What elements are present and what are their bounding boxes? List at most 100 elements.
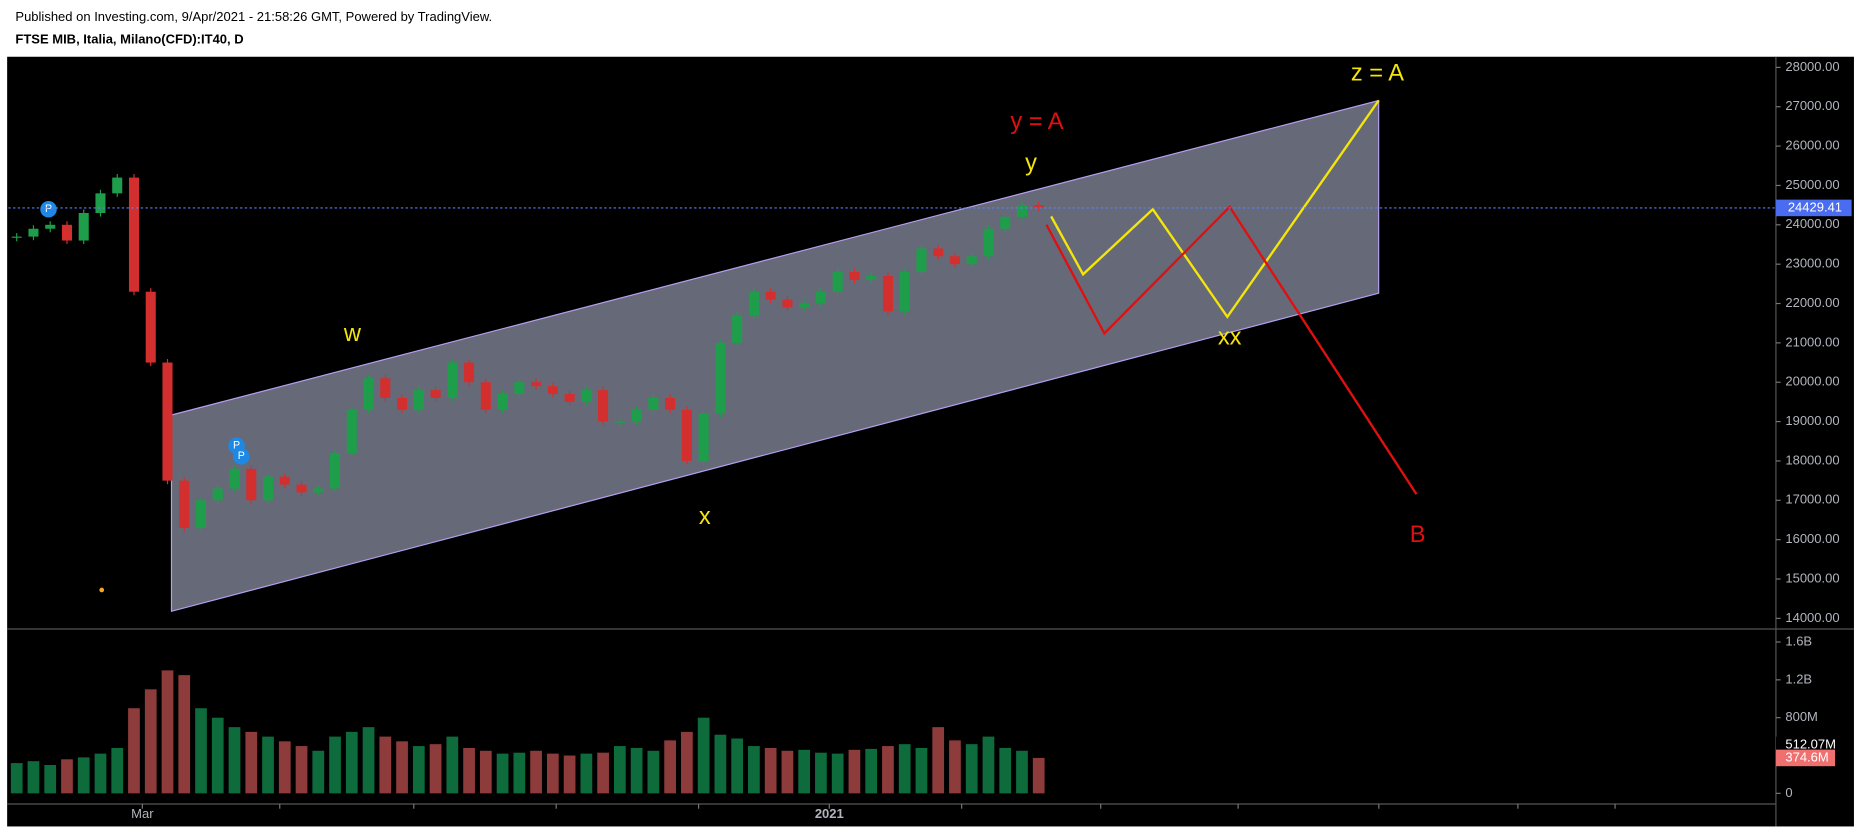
candle-body (11, 236, 22, 238)
volume-bar (764, 747, 777, 794)
candle-body (497, 394, 508, 410)
volume-bar (94, 753, 107, 794)
candle-body (531, 382, 542, 387)
candle-body (61, 224, 72, 241)
y-tick-label: 16000.00 (1785, 531, 1839, 546)
candle-body (95, 193, 106, 214)
candle-body (899, 272, 910, 312)
candle-body (966, 256, 977, 265)
candle-body (1016, 205, 1027, 217)
y-tick-label: 28000.00 (1785, 59, 1839, 74)
candle-body (380, 378, 391, 398)
last-volume-box (1775, 749, 1836, 767)
volume-bar (262, 736, 274, 794)
volume-bar (178, 675, 191, 794)
candle-body (229, 468, 240, 489)
candle-body (748, 291, 759, 316)
y-tick-label: 17000.00 (1785, 492, 1839, 507)
candle-body (698, 413, 709, 461)
volume-bar (312, 750, 325, 794)
candle-body (732, 315, 743, 343)
y-tick-label: 15000.00 (1785, 570, 1839, 585)
volume-bar (999, 747, 1012, 794)
candle-body (45, 224, 56, 229)
volume-bar (681, 731, 693, 794)
volume-bar (580, 753, 593, 794)
candle-body (983, 228, 994, 257)
candle-body (179, 480, 190, 528)
volume-bar (446, 736, 459, 794)
volume-bar (329, 736, 341, 794)
candle-body (145, 291, 156, 363)
wave-label: xx (1218, 324, 1242, 350)
candle-body (849, 272, 860, 280)
volume-bar (798, 749, 811, 794)
volume-bar (965, 744, 978, 794)
volume-bar (748, 746, 760, 794)
candle-body (799, 303, 810, 308)
candle-body (949, 256, 960, 265)
volume-bar (630, 747, 643, 794)
candle-body (262, 476, 274, 501)
event-marker[interactable] (232, 448, 250, 465)
volume-bar (1016, 750, 1028, 794)
candle-body (346, 409, 357, 454)
last-volume-label: 374.6M (1785, 749, 1828, 764)
candle-body (447, 362, 458, 398)
y-tick-label: 18000.00 (1785, 452, 1839, 467)
candle-body (363, 378, 374, 410)
volume-bar (513, 752, 526, 794)
x-tick-label: Mar (131, 806, 154, 821)
volume-bar (195, 708, 207, 794)
publish-line: Published on Investing.com, 9/Apr/2021 -… (15, 9, 492, 24)
candle-body (162, 362, 173, 481)
volume-bar (111, 747, 124, 794)
candle-body (1000, 216, 1011, 229)
candle-body (832, 272, 843, 292)
volume-tick-label: 0 (1785, 785, 1792, 800)
volume-ma-label: 512.07M (1785, 736, 1836, 751)
volume-bar (1032, 757, 1045, 794)
candle-body (195, 500, 207, 528)
candle-body (279, 476, 290, 485)
candle-body (665, 397, 676, 410)
candle-body (313, 488, 324, 493)
y-tick-label: 20000.00 (1785, 374, 1839, 389)
volume-tick-label: 1.2B (1785, 671, 1812, 686)
candle-body (564, 394, 575, 402)
volume-bar (496, 753, 509, 794)
volume-tick-label: 800M (1785, 709, 1818, 724)
candle-body (128, 177, 140, 292)
volume-bar (77, 757, 90, 794)
candle-body (866, 275, 877, 280)
event-marker-label: P (45, 203, 52, 215)
volume-bar (412, 746, 425, 794)
y-tick-label: 14000.00 (1785, 610, 1839, 625)
red-wave (1045, 205, 1418, 495)
event-marker[interactable] (40, 200, 57, 218)
volume-bar (245, 731, 258, 794)
candle-body (614, 421, 625, 423)
candle-body (397, 397, 408, 410)
volume-bar (27, 761, 40, 794)
volume-bar (848, 749, 861, 794)
candle-body (681, 409, 692, 461)
wave-label: y (1025, 151, 1037, 177)
volume-bar (128, 708, 140, 794)
y-tick-label: 25000.00 (1785, 177, 1839, 192)
volume-bar (429, 744, 442, 794)
volume-bar (463, 747, 475, 794)
wave-label: B (1410, 522, 1426, 548)
volume-bar (815, 752, 827, 794)
candle-body (815, 291, 826, 304)
candle-body (296, 484, 307, 493)
volume-bar (44, 764, 57, 794)
volume-bar (647, 750, 660, 794)
candle-body (916, 248, 927, 273)
volume-bar (597, 752, 609, 794)
volume-bar (10, 763, 23, 794)
volume-bar (61, 759, 73, 794)
volume-bar (228, 727, 241, 794)
